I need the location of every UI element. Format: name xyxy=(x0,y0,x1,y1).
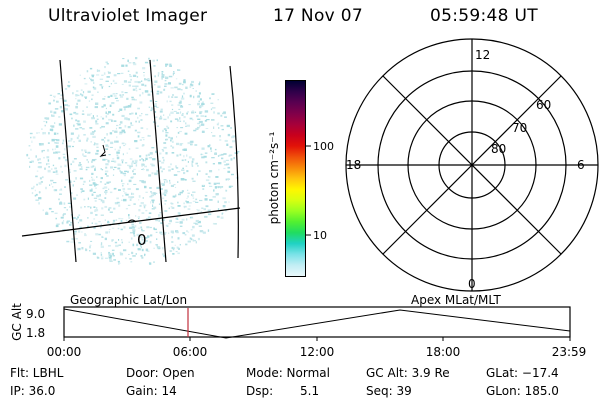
date-label: 17 Nov 07 xyxy=(273,6,363,26)
x-tick-label: 06:00 xyxy=(173,345,208,359)
orbit-axis-title: GC Alt xyxy=(10,303,24,341)
polar-diagonal-line xyxy=(382,75,562,255)
y-tick-label: 1.8 xyxy=(26,326,45,340)
door-status: Door: Open xyxy=(126,366,195,380)
ip-status: IP: 36.0 xyxy=(10,384,56,398)
x-tick-label: 23:59 xyxy=(552,345,587,359)
colorbar-gradient xyxy=(286,81,305,276)
x-tick-label: 12:00 xyxy=(300,345,335,359)
filter-status: Flt: LBHL xyxy=(10,366,64,380)
glat-status: GLat: −17.4 xyxy=(486,366,559,380)
mode-status: Mode: Normal xyxy=(246,366,330,380)
glon-status: GLon: 185.0 xyxy=(486,384,559,398)
mlat-label-70: 70 xyxy=(512,121,527,135)
colorbar xyxy=(285,80,306,277)
y-tick-label: 9.0 xyxy=(26,307,45,321)
x-tick-label: 18:00 xyxy=(426,345,461,359)
dsp-status-label: Dsp: xyxy=(246,384,274,398)
instrument-title: Ultraviolet Imager xyxy=(48,6,208,26)
gain-status: Gain: 14 xyxy=(126,384,177,398)
gc-altitude-curve xyxy=(63,308,571,339)
mlt-label-0: 0 xyxy=(468,277,476,291)
x-tick-label: 00:00 xyxy=(47,345,82,359)
mlat-label-80: 80 xyxy=(491,142,506,156)
apex-label: Apex MLat/MLT xyxy=(411,293,501,307)
mlt-label-12: 12 xyxy=(475,48,490,62)
seq-status: Seq: 39 xyxy=(366,384,412,398)
mlt-label-18: 18 xyxy=(346,158,361,172)
mlat-label-60: 60 xyxy=(536,98,551,112)
gc-alt-status: GC Alt: 3.9 Re xyxy=(366,366,450,380)
dsp-status-value: 5.1 xyxy=(300,384,320,398)
geographic-label: Geographic Lat/Lon xyxy=(70,293,187,307)
mlt-label-6: 6 xyxy=(577,158,585,172)
time-label: 05:59:48 UT xyxy=(430,6,538,26)
